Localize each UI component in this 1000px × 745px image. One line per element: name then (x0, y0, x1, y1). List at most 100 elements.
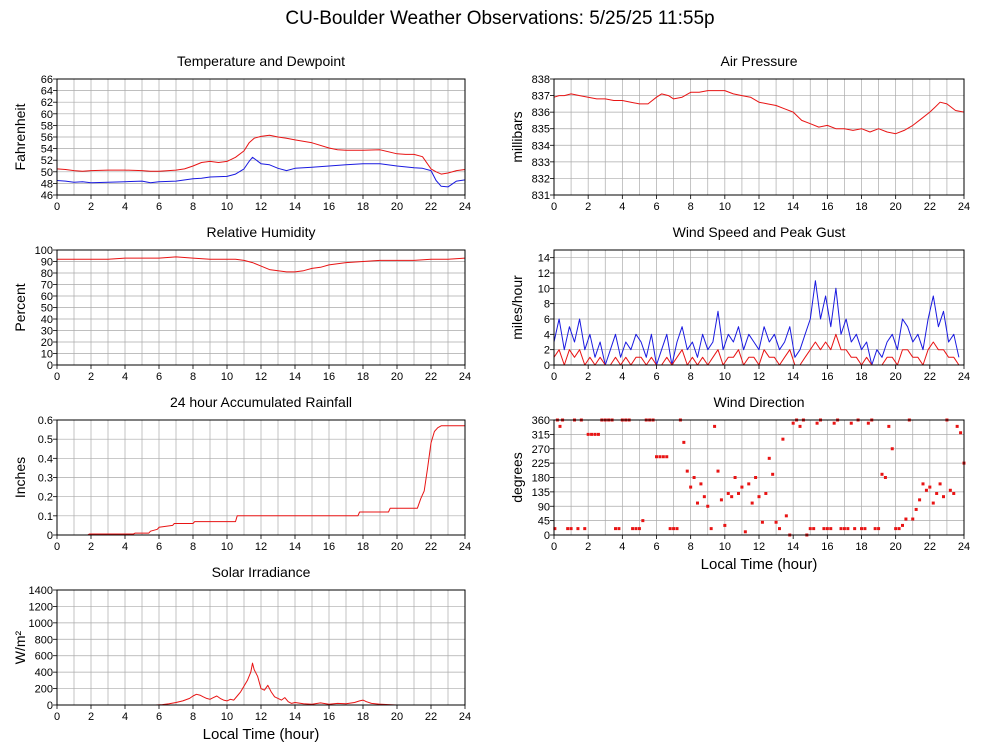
data-point (593, 432, 597, 436)
x-tick-label: 24 (958, 541, 970, 553)
data-point (682, 440, 686, 444)
x-tick-label: 8 (688, 201, 694, 213)
data-point (685, 469, 689, 473)
data-point (931, 501, 935, 505)
x-tick-label: 12 (255, 711, 267, 723)
data-point (661, 455, 665, 459)
chart-title: Wind Speed and Peak Gust (673, 224, 846, 240)
y-axis-label: miles/hour (509, 275, 525, 340)
data-point (774, 520, 778, 524)
data-point (924, 488, 928, 492)
x-tick-label: 22 (924, 541, 936, 553)
x-tick-label: 2 (585, 371, 591, 383)
y-axis-label: degrees (509, 452, 525, 503)
data-point (798, 424, 802, 428)
y-tick-label: 0.2 (38, 492, 53, 504)
x-tick-label: 14 (289, 711, 301, 723)
x-tick-label: 22 (425, 711, 437, 723)
data-point (614, 527, 617, 531)
chart-title: Temperature and Dewpoint (177, 53, 345, 69)
x-tick-label: 24 (958, 201, 970, 213)
x-tick-label: 24 (459, 711, 471, 723)
x-tick-label: 14 (289, 541, 301, 553)
x-tick-label: 10 (221, 541, 233, 553)
y-tick-label: 80 (41, 268, 53, 280)
y-tick-label: 0.3 (38, 473, 53, 485)
y-tick-label: 48 (41, 178, 53, 190)
y-tick-label: 50 (41, 303, 53, 315)
x-tick-label: 0 (54, 541, 60, 553)
x-tick-label: 22 (924, 371, 936, 383)
data-point (737, 491, 740, 495)
data-point (815, 421, 819, 425)
x-tick-label: 12 (753, 201, 765, 213)
y-tick-label: 0 (47, 360, 53, 372)
data-point (583, 527, 587, 531)
data-point (921, 482, 925, 486)
x-tick-label: 20 (890, 201, 902, 213)
y-tick-label: 66 (41, 74, 53, 86)
y-tick-label: 0 (47, 700, 53, 712)
x-tick-label: 22 (425, 541, 437, 553)
y-tick-label: 315 (532, 429, 550, 441)
y-tick-label: 50 (41, 167, 53, 179)
y-tick-label: 270 (532, 444, 550, 456)
data-point (730, 495, 734, 499)
y-tick-label: 90 (538, 501, 550, 513)
x-tick-label: 18 (855, 371, 867, 383)
y-tick-label: 0.5 (38, 434, 53, 446)
data-point (863, 527, 867, 531)
y-axis-label: millibars (509, 111, 525, 162)
y-tick-label: 10 (41, 349, 53, 361)
y-tick-label: 56 (41, 132, 53, 144)
data-point (590, 432, 594, 436)
data-point (955, 424, 959, 428)
y-tick-label: 600 (35, 651, 53, 663)
x-tick-label: 24 (459, 201, 471, 213)
y-axis-label: W/m² (12, 630, 28, 664)
data-point (839, 527, 843, 531)
series-line-red (57, 425, 465, 536)
y-tick-label: 12 (538, 268, 550, 280)
x-tick-label: 4 (122, 711, 128, 723)
data-point (887, 424, 891, 428)
y-tick-label: 180 (532, 473, 550, 485)
data-point (696, 501, 699, 505)
y-tick-label: 225 (532, 458, 550, 470)
x-tick-label: 2 (585, 541, 591, 553)
x-tick-label: 8 (190, 541, 196, 553)
x-tick-label: 4 (122, 541, 128, 553)
x-tick-label: 12 (753, 541, 765, 553)
x-tick-label: 8 (688, 371, 694, 383)
chart-title: Air Pressure (720, 53, 797, 69)
x-tick-label: 8 (190, 201, 196, 213)
x-tick-label: 14 (787, 541, 799, 553)
chart-rainfall: 00.10.20.30.40.50.60 2 4 6 8 10 12 14 16 18 20 22 24… (12, 394, 471, 553)
y-axis-label: Fahrenheit (12, 103, 28, 170)
y-tick-label: 836 (532, 107, 550, 119)
x-tick-label: 16 (821, 541, 833, 553)
y-tick-label: 8 (544, 299, 550, 311)
chart-title: Wind Direction (713, 394, 804, 410)
x-tick-label: 10 (221, 201, 233, 213)
data-point (894, 527, 898, 531)
y-tick-label: 800 (35, 634, 53, 646)
x-tick-label: 2 (88, 711, 94, 723)
x-tick-label: 22 (425, 371, 437, 383)
data-point (767, 456, 771, 460)
data-point (699, 482, 703, 486)
data-point (904, 517, 908, 521)
data-point (866, 421, 870, 425)
x-tick-label: 16 (323, 371, 335, 383)
data-point (726, 491, 730, 495)
x-tick-label: 12 (753, 371, 765, 383)
data-point (938, 482, 942, 486)
data-point (948, 488, 952, 492)
x-tick-label: 0 (551, 371, 557, 383)
y-tick-label: 100 (35, 245, 53, 257)
y-tick-label: 52 (41, 155, 53, 167)
data-point (877, 527, 881, 531)
